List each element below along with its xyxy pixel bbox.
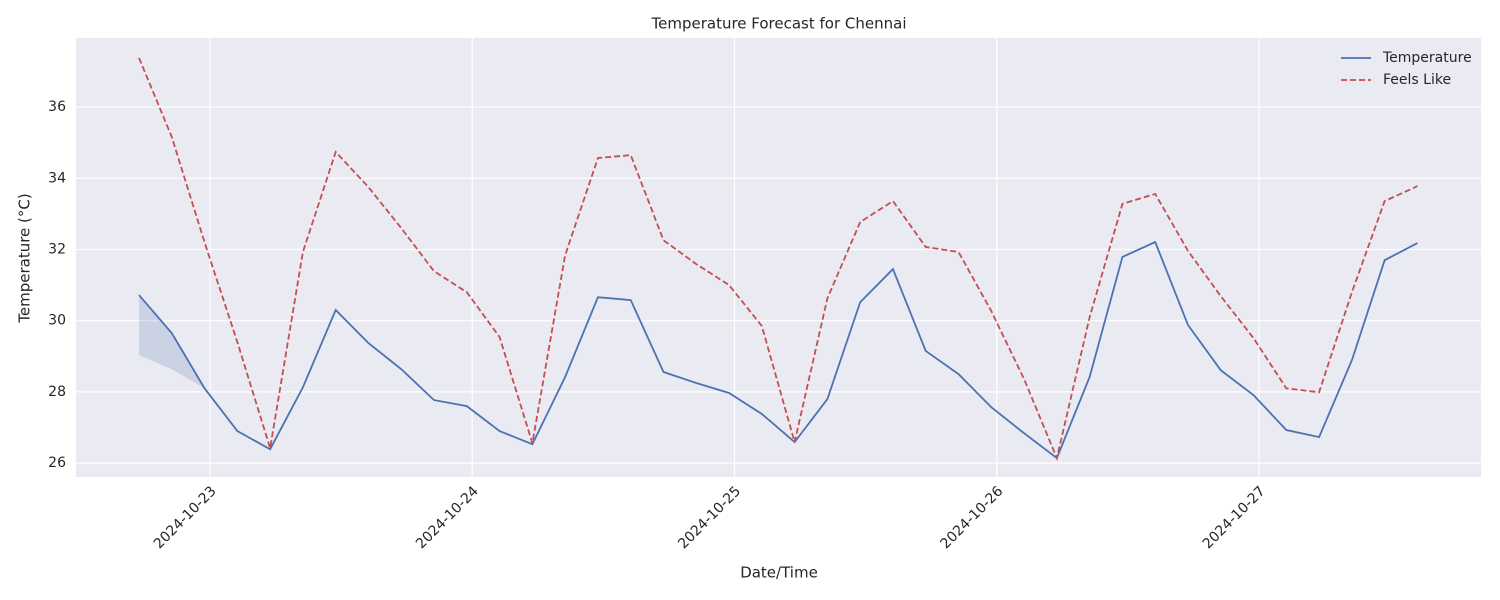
legend-label: Temperature: [1382, 50, 1472, 66]
y-tick-label: 30: [48, 313, 66, 329]
series-line: [138, 57, 1418, 462]
y-tick-label: 32: [48, 241, 66, 257]
x-axis-label: Date/Time: [740, 564, 818, 582]
x-tick-label: 2024-10-26: [938, 483, 1007, 552]
series-line: [138, 240, 1418, 460]
band-area: [139, 295, 205, 389]
y-tick-label: 28: [48, 384, 66, 400]
x-tick-label: 2024-10-27: [1200, 483, 1269, 552]
y-tick-label: 36: [48, 99, 66, 115]
x-tick-label: 2024-10-23: [151, 483, 220, 552]
plot-area: [76, 38, 1481, 477]
y-axis-label: Temperature (°C): [16, 193, 34, 323]
chart-title: Temperature Forecast for Chennai: [651, 15, 907, 33]
y-tick-label: 34: [48, 170, 66, 186]
x-tick-label: 2024-10-24: [413, 483, 482, 552]
x-tick-label: 2024-10-25: [675, 483, 744, 552]
legend-label: Feels Like: [1383, 72, 1451, 88]
y-tick-label: 26: [48, 455, 66, 471]
